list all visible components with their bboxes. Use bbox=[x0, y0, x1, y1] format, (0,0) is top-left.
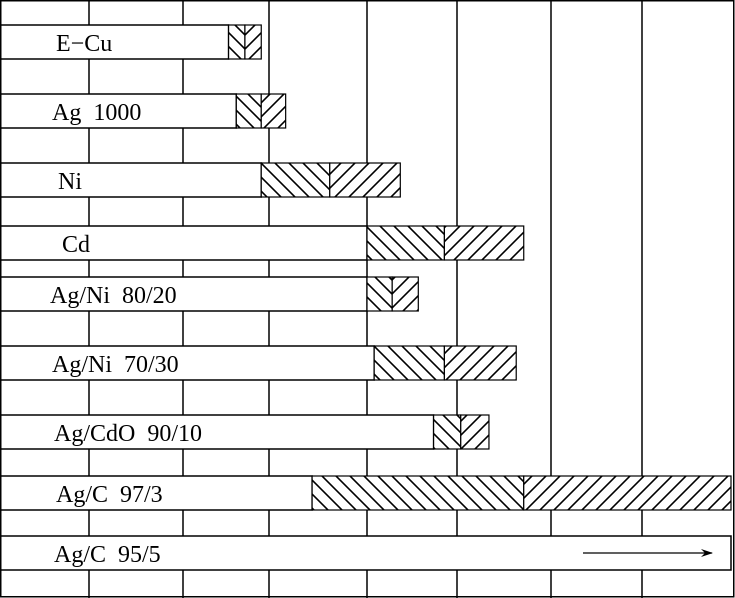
bar-plain-segment bbox=[0, 24, 230, 60]
bar-label: Cd bbox=[62, 232, 90, 258]
bar-plain-segment bbox=[0, 345, 375, 381]
bar-hatch-segment-back bbox=[433, 414, 462, 450]
bar-hatch-segment-forward bbox=[260, 93, 287, 129]
bar-plain-segment bbox=[0, 276, 368, 312]
bar-row: Ag/Ni 70/30 bbox=[0, 345, 517, 381]
bar-hatch-segment-forward bbox=[244, 24, 262, 60]
bar-hatch-segment-back bbox=[373, 345, 446, 381]
bar-plain-segment bbox=[0, 162, 263, 198]
bar-row: Cd bbox=[0, 225, 525, 261]
bar-label: Ni bbox=[58, 169, 82, 195]
bar-label: Ag/C 97/3 bbox=[56, 482, 163, 508]
bar-hatch-segment-forward bbox=[391, 276, 419, 312]
bar-hatch-segment-back bbox=[235, 93, 262, 129]
bar-label: Ag/C 95/5 bbox=[54, 542, 161, 568]
bar-row: Ag 1000 bbox=[0, 93, 287, 129]
bar-hatch-segment-forward bbox=[443, 345, 517, 381]
bar-row: Ag/C 95/5 bbox=[0, 535, 732, 571]
bar-hatch-segment-back bbox=[260, 162, 331, 198]
bar-hatch-segment-forward bbox=[443, 225, 525, 261]
bar-row: E−Cu bbox=[0, 24, 262, 60]
bar-label: Ag/Ni 80/20 bbox=[50, 283, 177, 309]
bar-row: Ni bbox=[0, 162, 401, 198]
bar-plain-segment bbox=[0, 225, 368, 261]
bar-row: Ag/C 97/3 bbox=[0, 475, 732, 511]
bar-row: Ag/Ni 80/20 bbox=[0, 276, 419, 312]
bar-label: Ag 1000 bbox=[52, 100, 141, 126]
bars: E−Cu Ag 1000 Ni Cd Ag/Ni 80/20 Ag/Ni 70/30 Ag/… bbox=[0, 24, 732, 571]
bar-label: Ag/CdO 90/10 bbox=[54, 421, 202, 447]
bar-hatch-segment-back bbox=[227, 24, 246, 60]
bar-hatch-segment-forward bbox=[329, 162, 401, 198]
bar-hatch-segment-back bbox=[366, 225, 446, 261]
bar-row: Ag/CdO 90/10 bbox=[0, 414, 490, 450]
bar-label: E−Cu bbox=[56, 31, 112, 57]
bar-hatch-segment-forward bbox=[523, 475, 732, 511]
bar-hatch-segment-forward bbox=[460, 414, 490, 450]
bar-hatch-segment-back bbox=[366, 276, 393, 312]
bar-plain-segment bbox=[0, 475, 313, 511]
bar-label: Ag/Ni 70/30 bbox=[52, 352, 179, 378]
bar-hatch-segment-back bbox=[311, 475, 525, 511]
